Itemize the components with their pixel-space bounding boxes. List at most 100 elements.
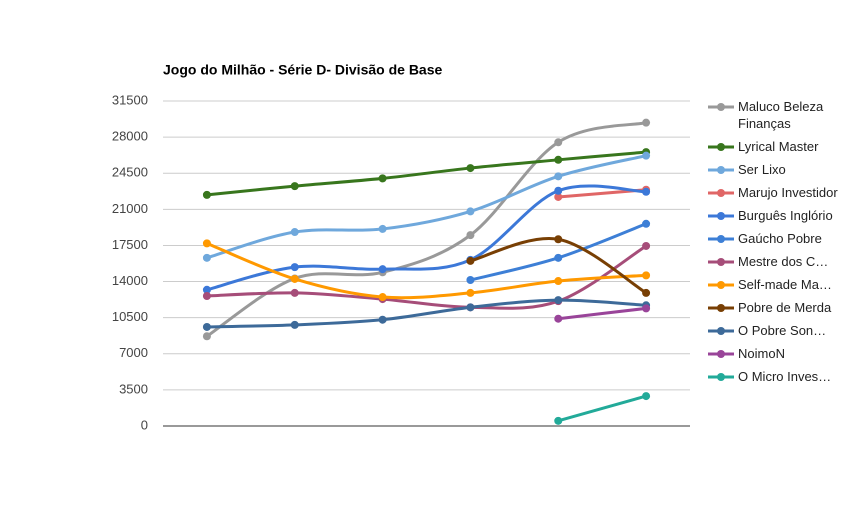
data-point (290, 263, 299, 272)
legend-label: Self-made Ma… (738, 277, 832, 292)
legend-item: O Pobre Son… (706, 322, 844, 339)
legend-swatch (708, 103, 734, 111)
data-point (466, 207, 475, 216)
legend-item: Pobre de Merda (706, 299, 844, 316)
legend-label: O Pobre Son… (738, 323, 827, 338)
data-point (642, 304, 651, 313)
legend-label: Maluco Beleza Finanças (738, 99, 824, 131)
legend-marker (717, 304, 725, 312)
legend-marker (717, 373, 725, 381)
data-point (554, 138, 563, 147)
legend-label: Lyrical Master (738, 139, 819, 154)
series-line (558, 306, 647, 321)
data-point (202, 322, 211, 331)
legend-swatch (708, 304, 734, 312)
data-point (378, 265, 387, 274)
data-point (554, 314, 563, 323)
legend-swatch (708, 143, 734, 151)
y-tick-label: 31500 (112, 92, 148, 107)
legend-label: Gaúcho Pobre (738, 231, 822, 246)
y-tick-label: 24500 (112, 165, 148, 180)
y-tick-label: 0 (141, 417, 148, 432)
y-tick-label: 3500 (119, 381, 148, 396)
legend: Maluco Beleza Finanças Lyrical Master Ser … (706, 98, 846, 391)
chart-title: Jogo do Milhão - Série D- Divisão de Bas… (163, 62, 442, 78)
data-point (642, 392, 651, 401)
data-point (554, 192, 563, 201)
series-line (557, 394, 647, 423)
data-point (202, 253, 211, 262)
legend-label: Mestre dos C… (738, 254, 829, 269)
legend-label: O Micro Inves… (738, 369, 832, 384)
series-line (206, 150, 647, 197)
legend-item: Maluco Beleza Finanças (706, 98, 844, 132)
data-point (466, 164, 475, 173)
legend-label: Ser Lixo (738, 162, 786, 177)
data-point (378, 224, 387, 233)
data-point (554, 235, 563, 244)
data-point (202, 285, 211, 294)
legend-item: Ser Lixo (706, 161, 844, 178)
legend-swatch (708, 350, 734, 358)
data-point (642, 151, 651, 160)
series-line (206, 184, 647, 292)
data-point (202, 292, 211, 300)
legend-swatch (708, 235, 734, 243)
legend-swatch (708, 258, 734, 266)
legend-label: Burguês Inglório (738, 208, 833, 223)
data-point (466, 256, 475, 265)
series-line (206, 121, 647, 338)
data-point (466, 231, 475, 240)
legend-label: Pobre de Merda (738, 300, 832, 315)
legend-swatch (708, 166, 734, 174)
legend-marker (717, 189, 725, 197)
data-point (554, 172, 563, 181)
legend-label: NoimoN (738, 346, 785, 361)
legend-swatch (708, 373, 734, 381)
legend-swatch (708, 212, 734, 220)
legend-marker (717, 258, 725, 266)
data-point (554, 277, 563, 286)
legend-marker (717, 166, 725, 174)
legend-swatch (708, 281, 734, 289)
data-point (290, 182, 299, 191)
data-point (466, 288, 475, 297)
data-point (290, 320, 299, 329)
legend-item: Burguês Inglório (706, 207, 844, 224)
legend-item: NoimoN (706, 345, 844, 362)
data-point (642, 271, 651, 280)
y-tick-label: 28000 (112, 129, 148, 144)
data-point (202, 239, 211, 248)
data-point (290, 274, 299, 283)
y-tick-label: 21000 (112, 201, 148, 216)
legend-marker (717, 327, 725, 335)
data-point (554, 416, 563, 425)
data-point (202, 190, 211, 199)
legend-item: Mestre dos C… (706, 253, 844, 270)
data-point (466, 276, 475, 285)
series-line (206, 298, 647, 329)
data-point (202, 332, 211, 341)
data-point (642, 118, 651, 127)
data-point (554, 296, 563, 305)
data-point (642, 288, 651, 297)
data-point (290, 228, 299, 237)
legend-swatch (708, 327, 734, 335)
data-point (554, 186, 563, 195)
legend-label: Marujo Investidor (738, 185, 838, 200)
y-tick-label: 10500 (112, 309, 148, 324)
series-line (206, 154, 647, 260)
legend-marker (717, 350, 725, 358)
legend-item: Self-made Ma… (706, 276, 844, 293)
data-point (642, 241, 651, 250)
data-point (554, 253, 563, 262)
data-point (378, 293, 387, 302)
y-tick-label: 14000 (112, 273, 148, 288)
series-line (206, 244, 647, 310)
data-point (642, 219, 651, 228)
legend-swatch (708, 189, 734, 197)
y-tick-label: 17500 (112, 237, 148, 252)
data-point (554, 155, 563, 164)
